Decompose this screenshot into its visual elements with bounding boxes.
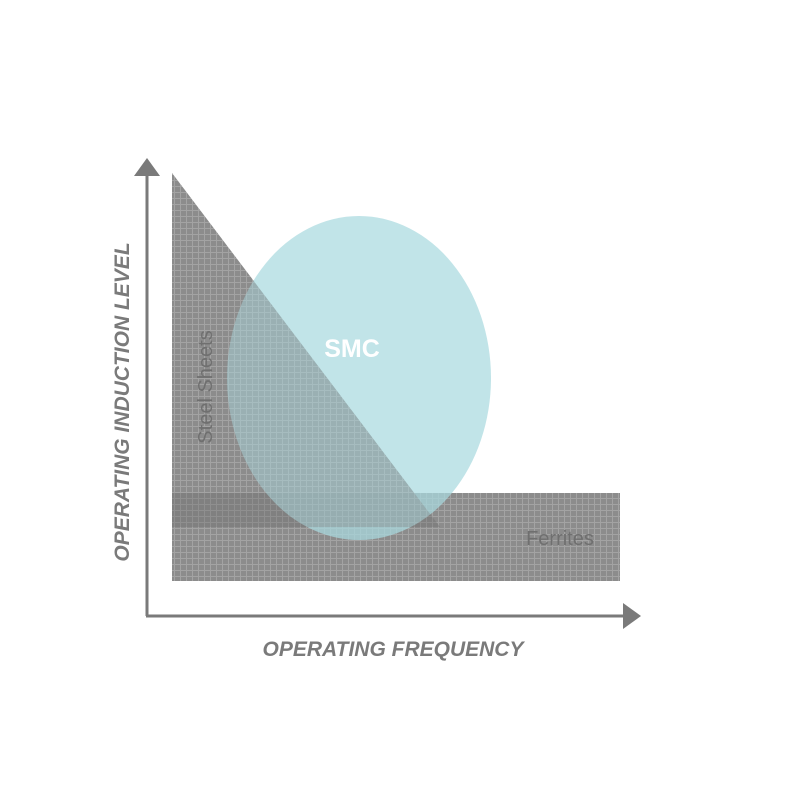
axes [145,172,626,618]
y-axis-title: OPERATING INDUCTION LEVEL [111,242,134,561]
smc-label: SMC [324,335,380,363]
x-axis-arrow-icon [623,603,641,629]
x-axis-title: OPERATING FREQUENCY [263,638,526,661]
smc-overlap-texture [172,173,440,527]
steel-sheets-label: Steel Sheets [195,330,217,443]
ferrites-label: Ferrites [526,528,594,550]
y-axis-arrow-icon [134,158,160,176]
